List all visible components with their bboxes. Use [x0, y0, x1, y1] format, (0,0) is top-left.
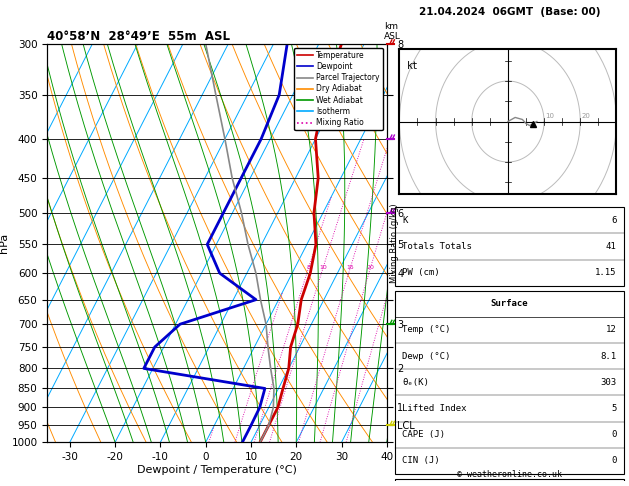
Text: 20: 20 — [581, 113, 590, 119]
Text: 5: 5 — [611, 404, 616, 413]
Text: θₑ(K): θₑ(K) — [403, 378, 430, 387]
Text: Surface: Surface — [491, 299, 528, 308]
Bar — [396, 208, 623, 286]
Text: Temp (°C): Temp (°C) — [403, 326, 451, 334]
Text: 6: 6 — [611, 216, 616, 225]
Text: CAPE (J): CAPE (J) — [403, 430, 445, 439]
Text: 303: 303 — [601, 378, 616, 387]
Text: CIN (J): CIN (J) — [403, 456, 440, 466]
Y-axis label: hPa: hPa — [0, 233, 9, 253]
Bar — [396, 479, 623, 486]
Bar — [396, 291, 623, 474]
Text: 0: 0 — [611, 456, 616, 466]
Text: 15: 15 — [347, 265, 354, 270]
Text: 20: 20 — [367, 265, 374, 270]
Text: 10: 10 — [320, 265, 327, 270]
Text: 8.1: 8.1 — [601, 351, 616, 361]
Text: K: K — [403, 216, 408, 225]
Text: km
ASL: km ASL — [384, 22, 401, 41]
Text: 8: 8 — [307, 265, 311, 270]
Text: 0: 0 — [611, 430, 616, 439]
Text: Lifted Index: Lifted Index — [403, 404, 467, 413]
Text: PW (cm): PW (cm) — [403, 268, 440, 278]
Text: Totals Totals: Totals Totals — [403, 242, 472, 251]
Text: 12: 12 — [606, 326, 616, 334]
Text: Mixing Ratio (g/kg): Mixing Ratio (g/kg) — [390, 203, 399, 283]
X-axis label: Dewpoint / Temperature (°C): Dewpoint / Temperature (°C) — [137, 465, 297, 475]
Text: kt: kt — [407, 61, 418, 71]
Text: 41: 41 — [606, 242, 616, 251]
Text: 10: 10 — [545, 113, 554, 119]
Text: 21.04.2024  06GMT  (Base: 00): 21.04.2024 06GMT (Base: 00) — [419, 7, 600, 17]
Legend: Temperature, Dewpoint, Parcel Trajectory, Dry Adiabat, Wet Adiabat, Isotherm, Mi: Temperature, Dewpoint, Parcel Trajectory… — [294, 48, 383, 130]
Text: 40°58’N  28°49’E  55m  ASL: 40°58’N 28°49’E 55m ASL — [47, 30, 230, 43]
Text: Dewp (°C): Dewp (°C) — [403, 351, 451, 361]
Text: © weatheronline.co.uk: © weatheronline.co.uk — [457, 470, 562, 479]
Text: 1.15: 1.15 — [595, 268, 616, 278]
